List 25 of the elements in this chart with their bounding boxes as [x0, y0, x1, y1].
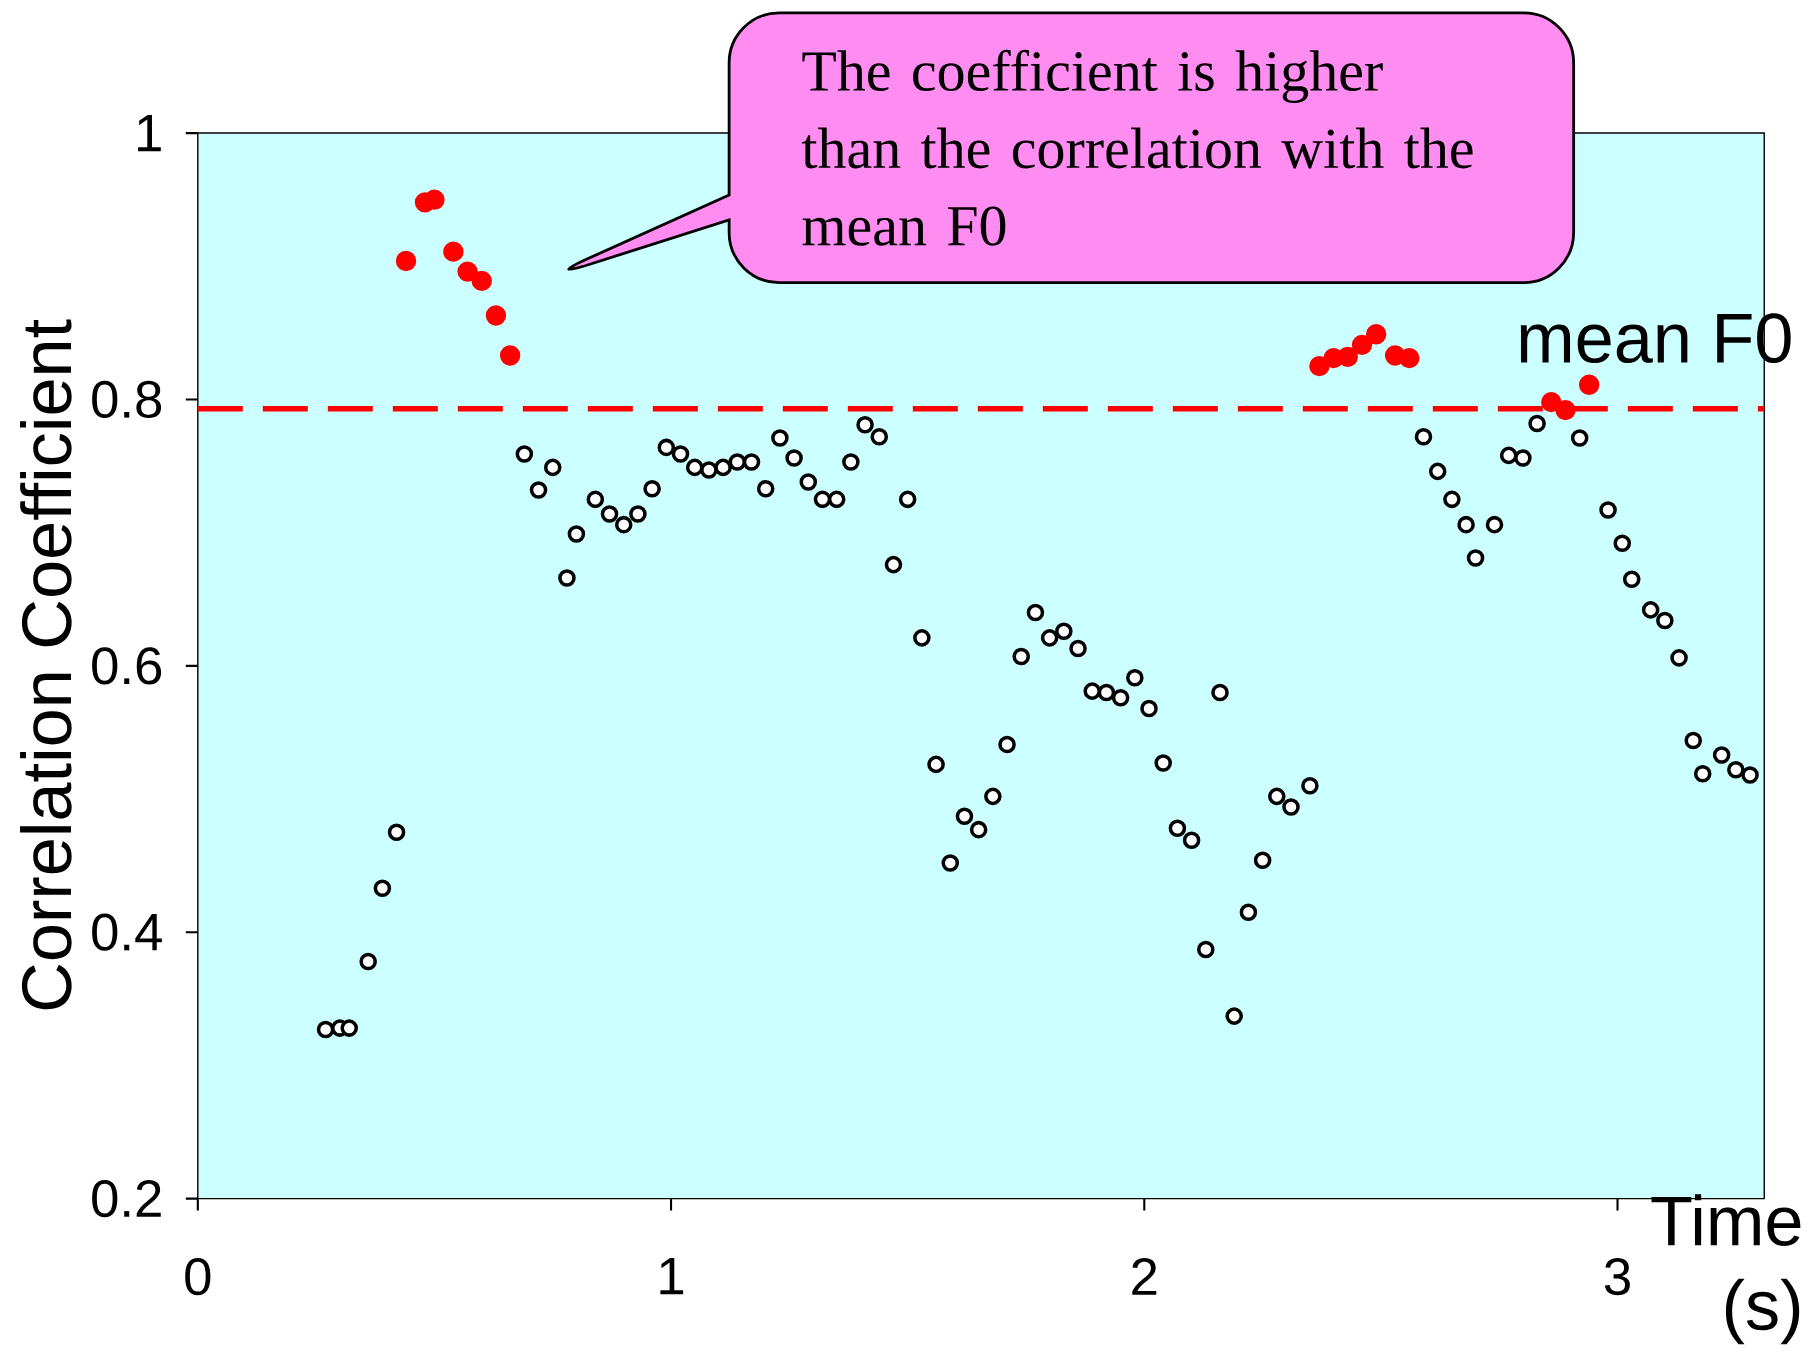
x-tick-label: 1 — [660, 1258, 684, 1295]
point — [424, 189, 445, 211]
x-axis-title: Time (s) — [1651, 1194, 1801, 1345]
y-tick-label: 0.2 — [92, 1180, 161, 1218]
annotation: The coefficient is higher than the correlation with the mean F0 — [801, 49, 1473, 246]
y-tick-label: 0.4 — [92, 913, 162, 952]
y-tick-label: 1 — [138, 115, 161, 152]
point — [457, 261, 478, 282]
point — [499, 345, 521, 366]
point — [443, 241, 464, 262]
point — [1555, 400, 1576, 421]
x-tick-label: 3 — [1604, 1258, 1630, 1296]
y-tick-label: 0.8 — [92, 380, 162, 419]
point — [395, 250, 417, 272]
point — [1337, 346, 1358, 368]
y-tick-label: 0.6 — [92, 647, 162, 685]
point — [1578, 374, 1600, 396]
point — [471, 270, 492, 292]
point — [1365, 324, 1387, 345]
point — [1351, 334, 1373, 356]
x-tick-label: 0 — [185, 1258, 211, 1296]
x-tick-label: 2 — [1132, 1258, 1157, 1295]
point — [485, 305, 507, 326]
point — [1399, 348, 1420, 369]
y-axis-title: Correlation Coefficient — [20, 319, 72, 1010]
